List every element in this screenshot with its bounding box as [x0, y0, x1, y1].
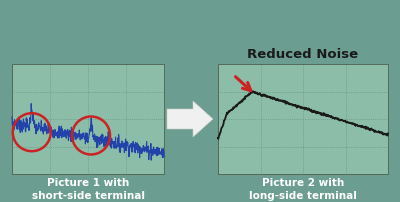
Text: Picture 1 with
short-side terminal: Picture 1 with short-side terminal — [32, 178, 144, 201]
Text: Reduced Noise: Reduced Noise — [248, 48, 358, 61]
Bar — [12, 64, 164, 174]
FancyArrow shape — [167, 101, 213, 137]
Bar — [218, 64, 388, 174]
Text: Picture 2 with
long-side terminal: Picture 2 with long-side terminal — [249, 178, 357, 201]
